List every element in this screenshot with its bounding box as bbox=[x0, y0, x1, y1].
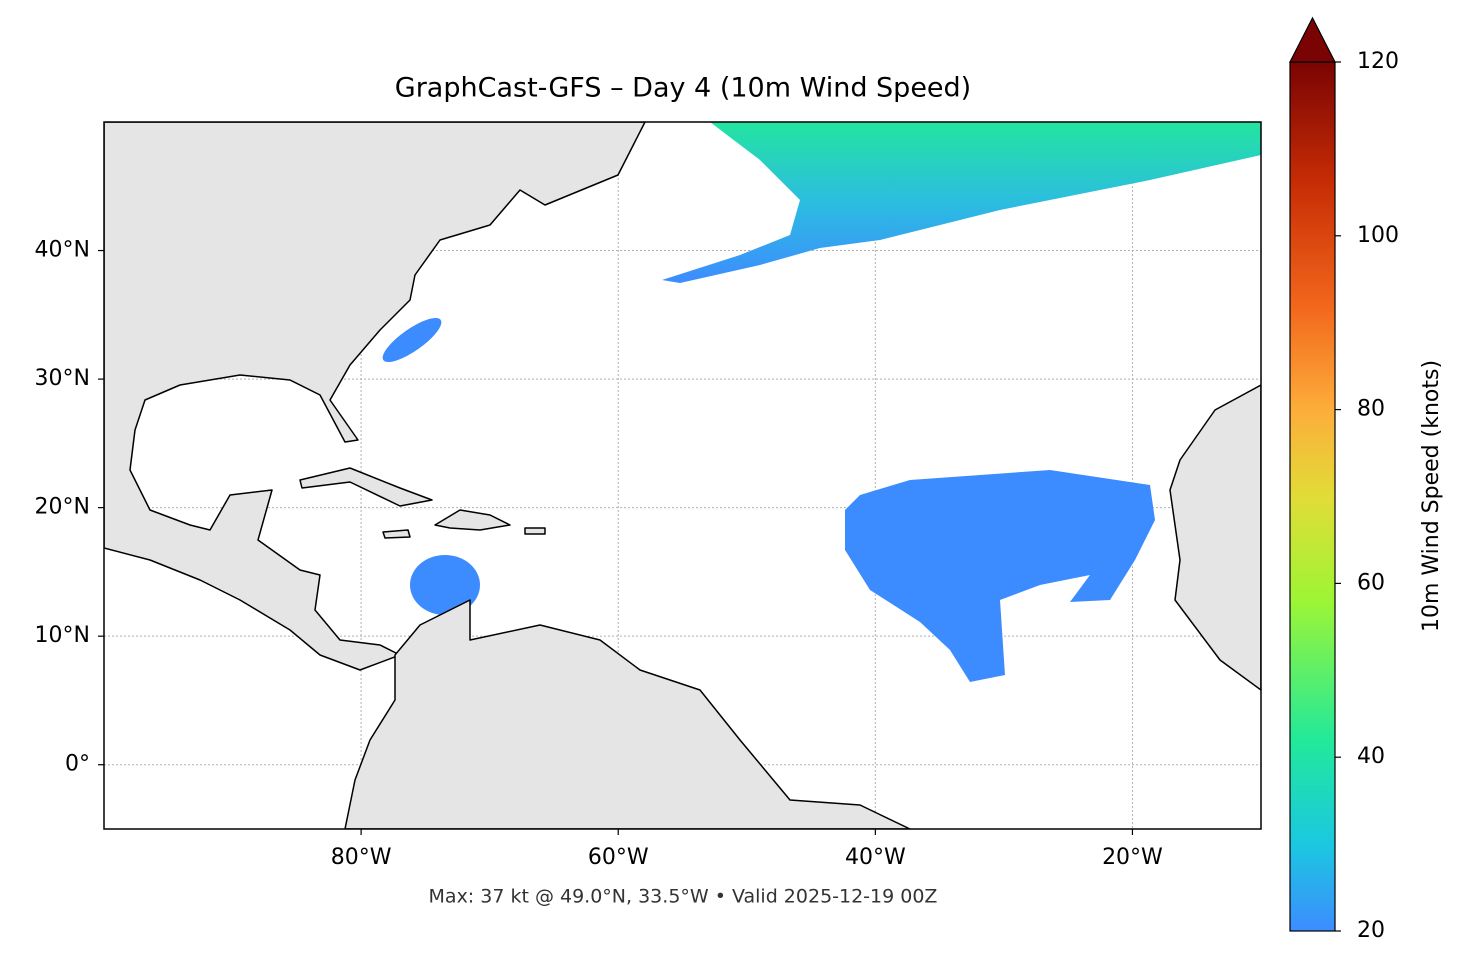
south-america bbox=[344, 599, 911, 829]
colorbar: 10m Wind Speed (knots) 20 40 60 80 100 120 bbox=[1289, 16, 1444, 943]
cuba bbox=[299, 467, 433, 507]
jamaica bbox=[382, 529, 411, 539]
y-tick-label: 40°N bbox=[35, 238, 90, 263]
colorbar-extend bbox=[1289, 16, 1336, 63]
colorbar-tick-label: 40 bbox=[1357, 744, 1385, 769]
wind-region bbox=[845, 470, 1155, 682]
x-tick-label: 80°W bbox=[331, 845, 392, 870]
colorbar-label: 10m Wind Speed (knots) bbox=[1419, 360, 1444, 632]
colorbar-tick-label: 80 bbox=[1357, 397, 1385, 422]
north-america bbox=[104, 122, 646, 671]
y-tick-label: 10°N bbox=[35, 623, 90, 648]
wind-region bbox=[382, 317, 442, 363]
colorbar-tick-label: 20 bbox=[1357, 918, 1385, 943]
y-tick-label: 30°N bbox=[35, 366, 90, 391]
ticks: 80°W 60°W 40°W 20°W 0° 10°N 20°N 30°N 40°N bbox=[35, 238, 1164, 870]
x-tick-label: 20°W bbox=[1102, 845, 1163, 870]
africa bbox=[1169, 384, 1261, 691]
y-tick-label: 0° bbox=[65, 752, 90, 777]
colorbar-tick-label: 100 bbox=[1357, 223, 1399, 248]
wind-region bbox=[662, 122, 1261, 283]
hispaniola bbox=[434, 509, 511, 531]
chart-title: GraphCast-GFS – Day 4 (10m Wind Speed) bbox=[395, 73, 971, 104]
colorbar-tick-label: 120 bbox=[1357, 49, 1399, 74]
colorbar-tick-label: 60 bbox=[1357, 570, 1385, 595]
footer: Max: 37 kt @ 49.0°N, 33.5°W • Valid 2025… bbox=[429, 886, 938, 908]
x-tick-label: 40°W bbox=[845, 845, 906, 870]
puerto-rico bbox=[524, 527, 546, 535]
x-tick-label: 60°W bbox=[588, 845, 649, 870]
axes-frame bbox=[103, 121, 1262, 830]
wind-region bbox=[410, 555, 480, 615]
y-tick-label: 20°N bbox=[35, 495, 90, 520]
colorbar-gradient bbox=[1289, 61, 1336, 932]
map-area bbox=[104, 122, 1261, 829]
